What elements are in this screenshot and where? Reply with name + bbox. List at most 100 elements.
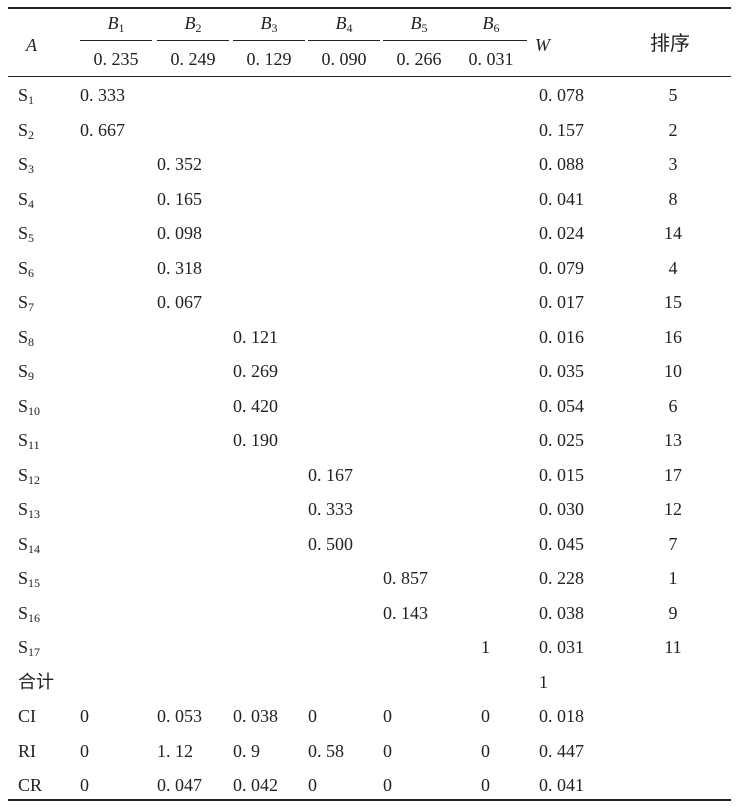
- row-label: S15: [18, 568, 41, 590]
- cell-b1: 0: [80, 740, 89, 761]
- row-label: S1: [18, 85, 34, 106]
- row-label: S11: [18, 430, 40, 452]
- cell-b5: 0. 857: [383, 568, 428, 588]
- criterion-label: B: [184, 13, 196, 33]
- cell-w: 0. 054: [539, 395, 584, 416]
- row-label: S9: [18, 361, 35, 383]
- criterion-weight: 0. 031: [468, 49, 514, 69]
- cell-b1: 0: [80, 775, 89, 795]
- header-rule: [8, 76, 731, 77]
- row-label: RI: [18, 741, 36, 761]
- row-label-text: S: [18, 361, 29, 381]
- row-label: S6: [18, 258, 34, 279]
- cell-w: 0. 157: [539, 119, 584, 140]
- cell-w: 0. 016: [539, 326, 584, 347]
- cell-b5: 0: [383, 740, 392, 761]
- cell-b3: 0. 121: [233, 326, 278, 347]
- row-label-text: S: [18, 292, 29, 312]
- row-label: S8: [18, 326, 34, 348]
- cell-w: 0. 025: [539, 430, 584, 450]
- cell-w: 0. 078: [539, 85, 584, 105]
- row-label-sub: 11: [28, 438, 40, 452]
- cell-b5: 0. 143: [383, 602, 428, 623]
- row-label-sub: 10: [28, 403, 41, 418]
- row-label-text: S: [18, 188, 29, 209]
- cell-b2: 0. 318: [157, 257, 202, 278]
- row-label-sub: 15: [28, 576, 41, 590]
- criterion-weight: 0. 090: [321, 49, 367, 69]
- row-label: S13: [18, 499, 41, 521]
- criterion-sub: 3: [271, 21, 278, 35]
- criterion-sub: 4: [346, 21, 353, 35]
- cell-b4: 0. 333: [308, 499, 353, 519]
- row-label-sub: 4: [28, 196, 35, 211]
- cell-b4: 0. 58: [308, 740, 344, 761]
- criterion-weight: 0. 266: [396, 49, 442, 69]
- row-label-text: S: [18, 430, 29, 450]
- row-label-text: S: [18, 154, 29, 174]
- criterion-underline: [455, 40, 527, 41]
- criterion-label: B: [335, 13, 347, 33]
- cell-rank: 12: [664, 499, 682, 519]
- row-label-text: S: [18, 602, 29, 623]
- row-label-text: S: [18, 326, 29, 347]
- cell-b6: 1: [481, 637, 490, 657]
- cell-rank: 9: [668, 602, 678, 623]
- cell-b2: 0. 067: [157, 292, 202, 312]
- row-label-sub: 17: [28, 645, 41, 659]
- criterion-weight: 0. 129: [246, 49, 292, 69]
- cell-rank: 8: [668, 188, 678, 209]
- criterion-label: B: [107, 13, 119, 33]
- row-label-text: S: [18, 637, 29, 657]
- row-label-text: CR: [18, 775, 43, 795]
- row-label-text: S: [18, 119, 29, 140]
- cell-w: 0. 079: [539, 257, 584, 278]
- row-label-sub: 16: [28, 610, 41, 625]
- cell-w: 0. 017: [539, 292, 584, 312]
- criterion-underline: [80, 40, 152, 41]
- cell-b1: 0. 333: [80, 85, 125, 105]
- row-label-sub: 9: [28, 369, 35, 383]
- row-label: S7: [18, 292, 34, 313]
- row-label-sub: 13: [28, 507, 41, 521]
- cell-w: 0. 088: [539, 154, 584, 174]
- cell-b2: 0. 352: [157, 154, 202, 174]
- cell-rank: 7: [668, 533, 678, 554]
- header-criterion: B6: [455, 13, 527, 34]
- criterion-label: B: [410, 13, 422, 33]
- cell-w: 0. 038: [539, 602, 584, 623]
- criterion-underline: [233, 40, 305, 41]
- criterion-weight: 0. 235: [93, 49, 139, 69]
- cell-b3: 0. 9: [233, 740, 260, 761]
- cell-b2: 1. 12: [157, 740, 193, 761]
- cell-w: 0. 030: [539, 499, 584, 519]
- cell-rank: 13: [664, 430, 682, 450]
- row-label-text: S: [18, 533, 29, 554]
- row-label-sub: 5: [28, 231, 35, 245]
- cell-w: 1: [539, 671, 548, 692]
- cell-w: 0. 015: [539, 464, 584, 485]
- cell-b2: 0. 053: [157, 706, 202, 726]
- cell-b5: 0: [383, 706, 392, 726]
- criterion-underline: [157, 40, 229, 41]
- row-label-text: S: [18, 223, 29, 243]
- cell-b2: 0. 098: [157, 223, 202, 243]
- top-rule: [8, 7, 731, 9]
- bottom-rule: [8, 799, 731, 801]
- criterion-sub: 1: [118, 21, 125, 35]
- cell-w: 0. 228: [539, 568, 584, 588]
- row-label-text: CI: [18, 706, 36, 726]
- header-criterion: B1: [80, 13, 152, 34]
- cell-w: 0. 045: [539, 533, 584, 554]
- cell-b4: 0: [308, 775, 317, 795]
- cell-b3: 0. 038: [233, 706, 278, 726]
- cell-b3: 0. 042: [233, 775, 278, 795]
- row-label-sub: 2: [28, 127, 35, 142]
- criterion-weight: 0. 249: [170, 49, 216, 69]
- header-w: W: [535, 35, 550, 55]
- criterion-underline: [308, 40, 380, 41]
- row-label: CI: [18, 706, 36, 726]
- cell-w: 0. 035: [539, 361, 584, 381]
- row-label: S12: [18, 465, 40, 486]
- cell-rank: 10: [664, 361, 682, 381]
